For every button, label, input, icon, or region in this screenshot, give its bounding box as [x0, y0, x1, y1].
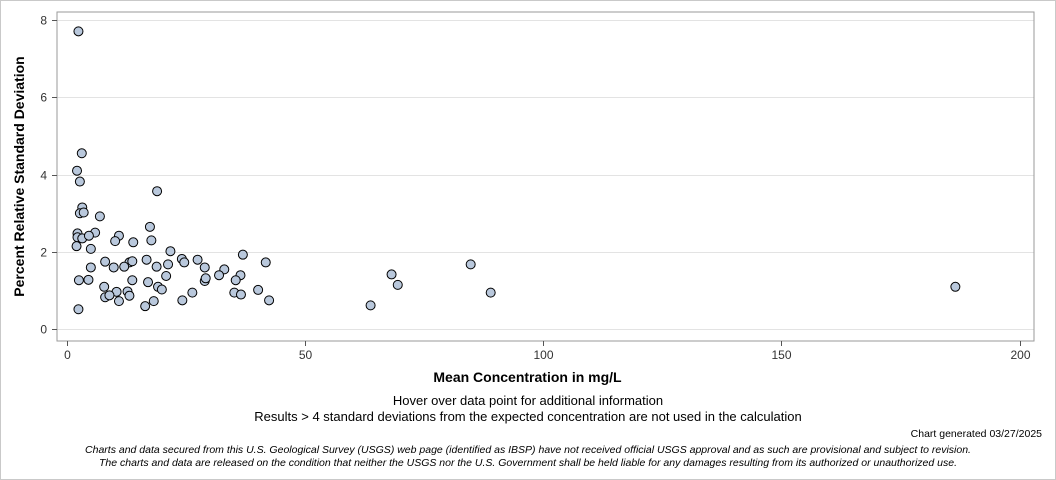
results-note: Results > 4 standard deviations from the… — [254, 409, 802, 424]
scatter-plot: 0 2 4 6 8 0 50 100 150 200 Mean Concentration in … — [11, 11, 1035, 385]
data-point[interactable] — [71, 241, 82, 252]
data-point[interactable] — [950, 281, 961, 292]
y-tick-label: 2 — [40, 246, 47, 260]
data-point[interactable] — [94, 211, 105, 222]
data-point[interactable] — [78, 207, 89, 218]
data-point[interactable] — [127, 275, 138, 286]
data-point[interactable] — [230, 275, 241, 286]
hover-note: Hover over data point for additional inf… — [392, 393, 664, 408]
x-axis-title: Mean Concentration in mg/L — [433, 369, 622, 385]
data-point[interactable] — [163, 259, 174, 270]
data-point[interactable] — [253, 284, 264, 295]
data-point[interactable] — [110, 236, 121, 247]
disclaimer-line-2: The charts and data are released on the … — [99, 457, 957, 469]
data-point[interactable] — [100, 256, 111, 267]
y-tick-label: 4 — [40, 169, 47, 183]
data-point[interactable] — [235, 289, 246, 300]
data-point[interactable] — [73, 275, 84, 286]
data-points — [71, 26, 961, 315]
data-point[interactable] — [124, 290, 135, 301]
data-point[interactable] — [148, 296, 159, 307]
data-point[interactable] — [187, 287, 198, 298]
data-point[interactable] — [83, 230, 94, 241]
x-tick-label: 150 — [771, 348, 791, 362]
chart-generated-date: Chart generated 03/27/2025 — [910, 428, 1042, 440]
data-point[interactable] — [76, 148, 87, 159]
data-point[interactable] — [192, 254, 203, 265]
data-point[interactable] — [99, 281, 110, 292]
data-point[interactable] — [485, 287, 496, 298]
data-point[interactable] — [141, 254, 152, 265]
data-point[interactable] — [73, 26, 84, 37]
data-point[interactable] — [465, 259, 476, 270]
gridlines — [57, 20, 1034, 330]
y-tick-label: 0 — [40, 323, 47, 337]
data-point[interactable] — [119, 261, 130, 272]
data-point[interactable] — [151, 261, 162, 272]
data-point[interactable] — [392, 279, 403, 290]
plot-area — [56, 11, 1035, 342]
data-point[interactable] — [152, 186, 163, 197]
x-tick-label: 200 — [1010, 348, 1030, 362]
data-point[interactable] — [72, 165, 83, 176]
disclaimer-line-1: Charts and data secured from this U.S. G… — [85, 444, 971, 456]
data-point[interactable] — [104, 290, 115, 301]
data-point[interactable] — [165, 246, 176, 257]
y-axis-title: Percent Relative Standard Deviation — [11, 56, 27, 296]
data-point[interactable] — [85, 243, 96, 254]
data-point[interactable] — [260, 257, 271, 268]
data-point[interactable] — [386, 269, 397, 280]
data-point[interactable] — [73, 304, 84, 315]
data-point[interactable] — [83, 274, 94, 285]
data-point[interactable] — [74, 176, 85, 187]
data-point[interactable] — [140, 301, 151, 312]
data-point[interactable] — [179, 257, 190, 268]
data-point[interactable] — [264, 295, 275, 306]
data-point[interactable] — [127, 256, 138, 267]
data-point[interactable] — [144, 221, 155, 232]
data-point[interactable] — [200, 273, 211, 284]
x-tick-label: 0 — [64, 348, 71, 362]
data-point[interactable] — [143, 277, 154, 288]
data-point[interactable] — [146, 235, 157, 246]
data-point[interactable] — [365, 300, 376, 311]
data-point[interactable] — [156, 284, 167, 295]
x-tick-label: 100 — [533, 348, 553, 362]
y-tick-label: 6 — [40, 91, 47, 105]
data-point[interactable] — [214, 270, 225, 281]
axis-ticks: 0 2 4 6 8 0 50 100 150 200 — [40, 14, 1031, 363]
data-point[interactable] — [85, 262, 96, 273]
data-point[interactable] — [177, 295, 188, 306]
y-tick-label: 8 — [40, 14, 47, 28]
data-point[interactable] — [108, 262, 119, 273]
data-point[interactable] — [237, 249, 248, 260]
x-tick-label: 50 — [299, 348, 313, 362]
data-point[interactable] — [113, 296, 124, 307]
data-point[interactable] — [199, 262, 210, 273]
data-point[interactable] — [161, 270, 172, 281]
data-point[interactable] — [128, 237, 139, 248]
